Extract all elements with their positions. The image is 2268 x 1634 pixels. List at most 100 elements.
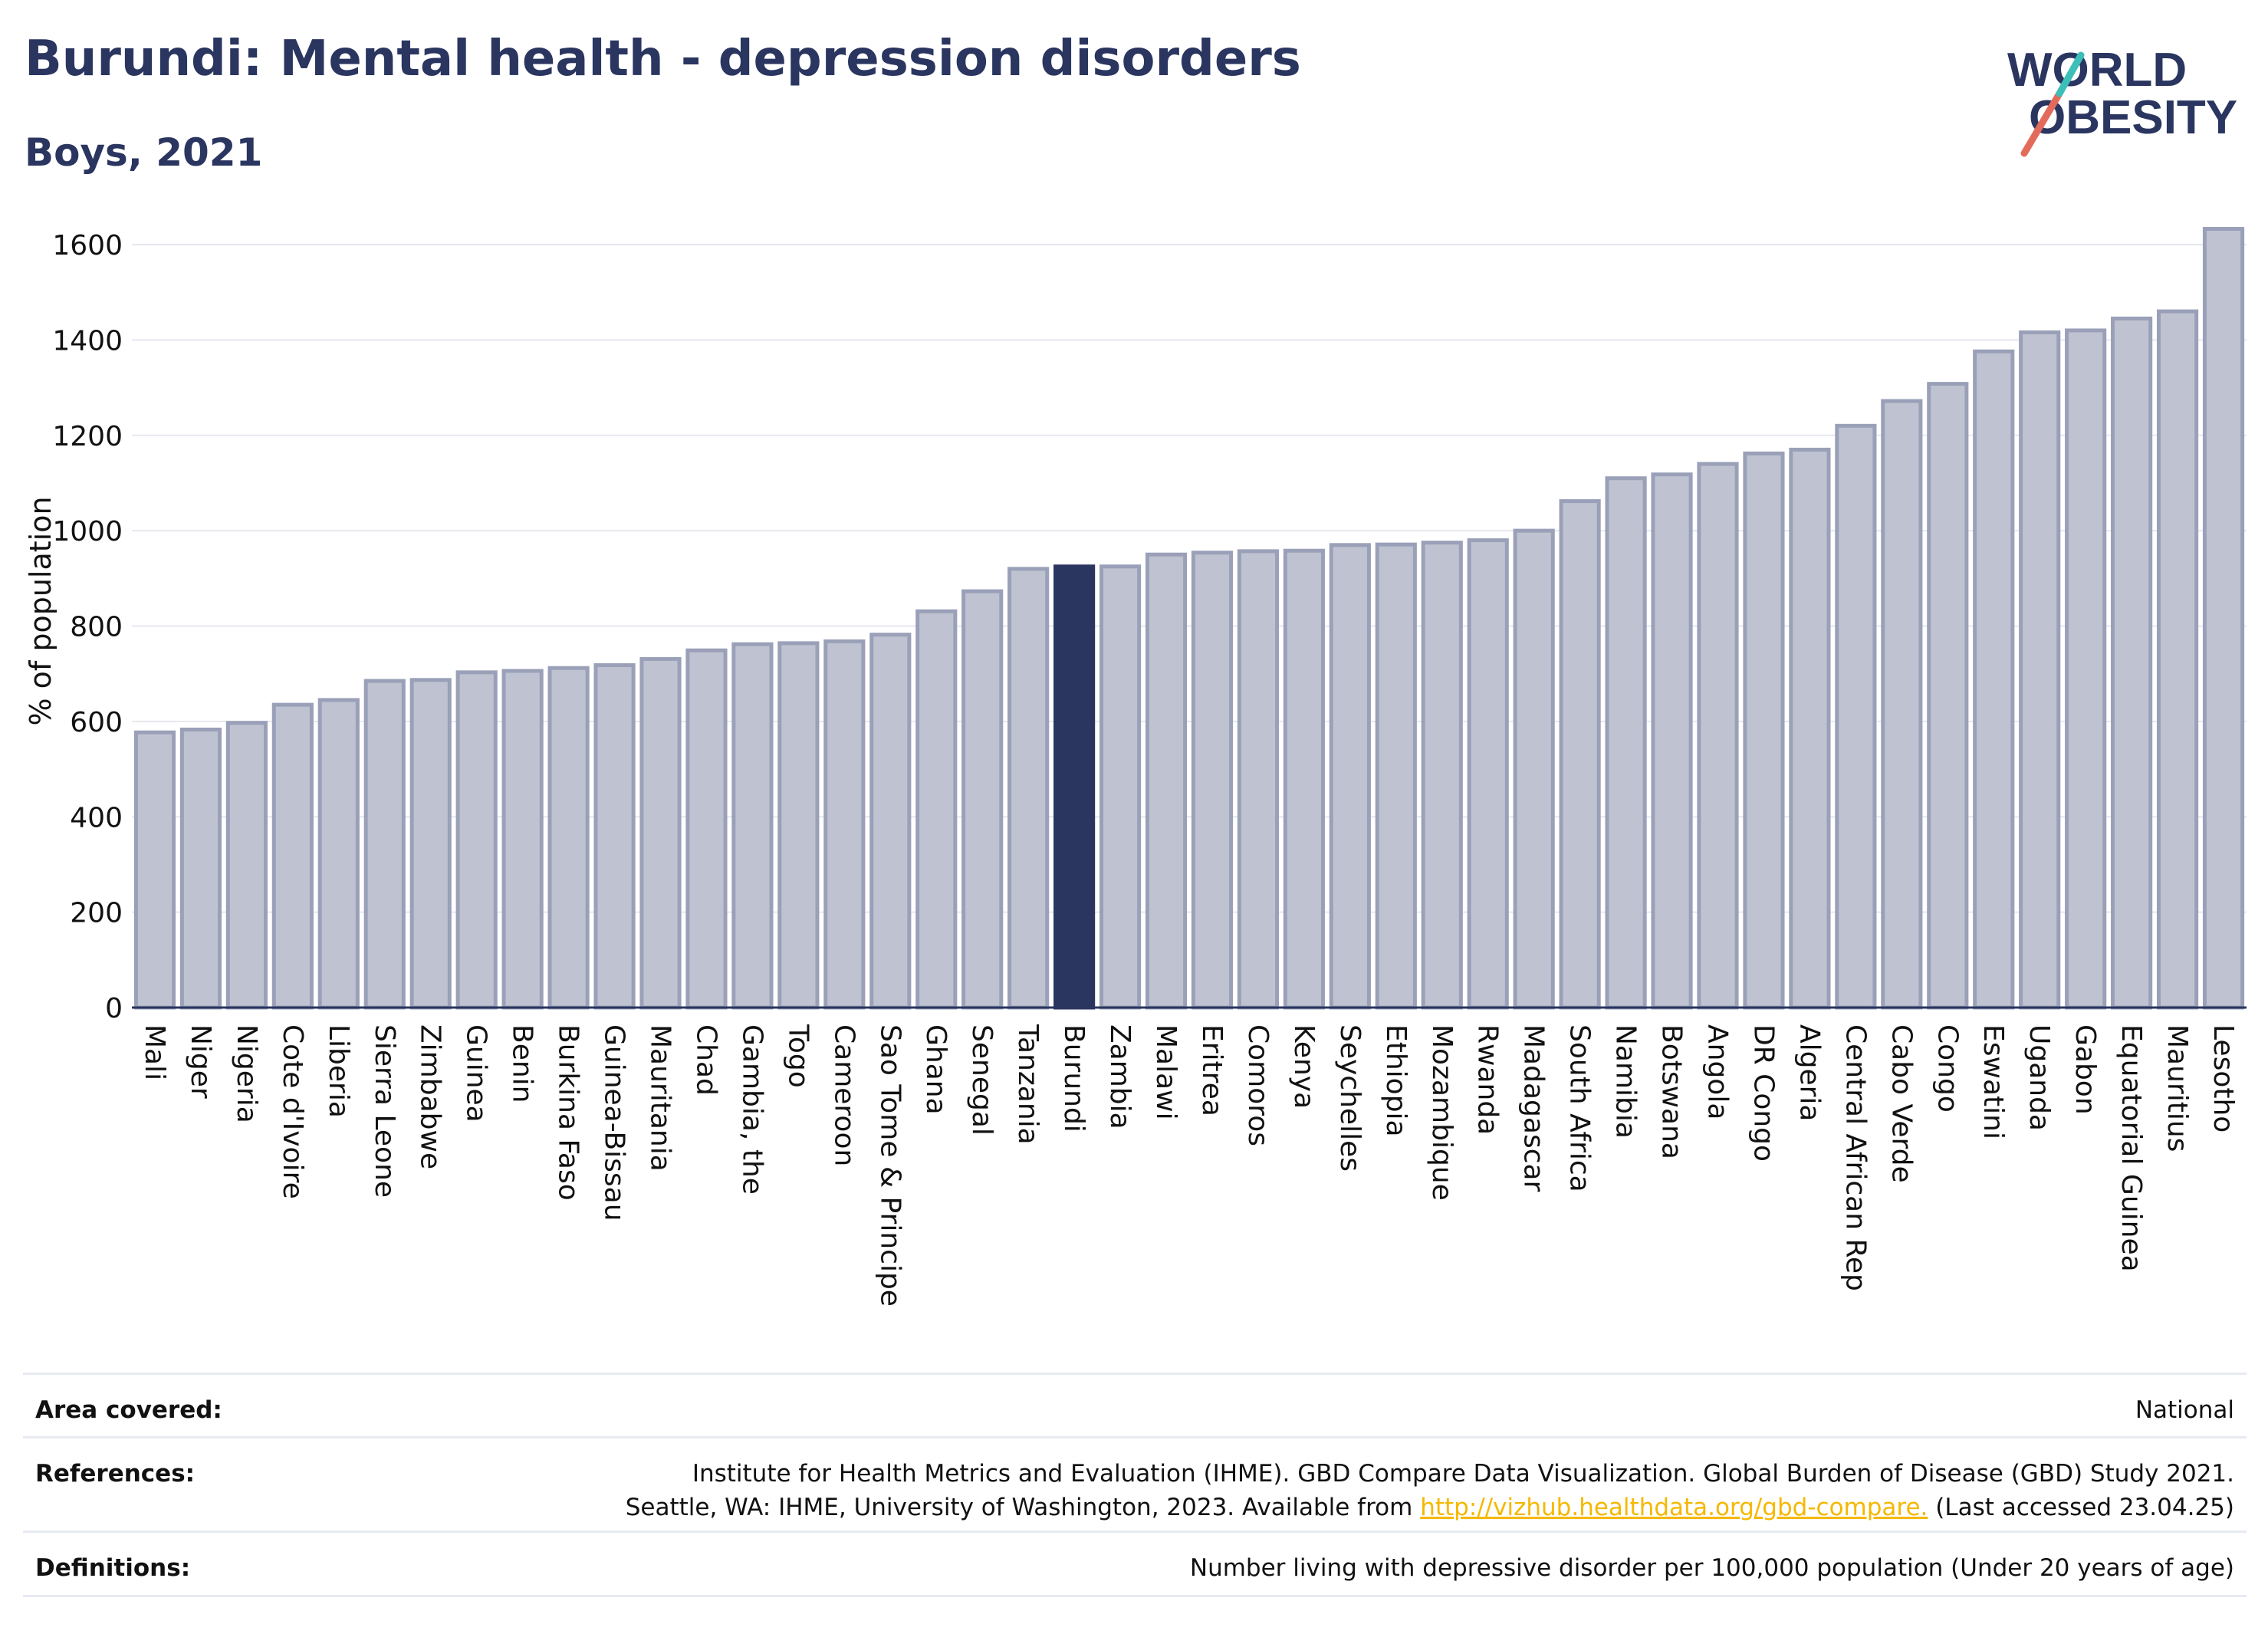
chart-title: Burundi: Mental health - depression diso… <box>25 31 1301 87</box>
x-tick-label: Ghana <box>920 1024 952 1115</box>
bar-ghana <box>915 609 958 1010</box>
world-obesity-logo: WORLD OBESITY <box>2007 44 2237 157</box>
references-value: Institute for Health Metrics and Evaluat… <box>626 1457 2234 1524</box>
x-tick-label: Central African Rep <box>1839 1024 1871 1291</box>
x-tick-label: Niger <box>185 1024 216 1099</box>
bar-dr-congo <box>1743 451 1785 1010</box>
bar-chad <box>685 648 728 1010</box>
bar-sierra-leone <box>363 679 406 1010</box>
bar-guinea <box>455 670 498 1010</box>
bar-malawi <box>1145 552 1188 1010</box>
x-tick-label: Comoros <box>1242 1024 1274 1146</box>
references-line-2-prefix: Seattle, WA: IHME, University of Washing… <box>625 1494 1421 1521</box>
bar-nigeria <box>225 721 268 1010</box>
x-tick-label: Tanzania <box>1012 1024 1044 1145</box>
x-tick-label: Chad <box>690 1024 721 1096</box>
bar-niger <box>179 727 222 1010</box>
x-tick-label: Mali <box>139 1024 170 1080</box>
x-tick-label: Ethiopia <box>1380 1024 1412 1137</box>
bar-south-africa <box>1559 499 1601 1010</box>
bar-guinea-bissau <box>593 662 636 1010</box>
y-tick-label: 1000 <box>52 516 123 547</box>
x-tick-label: Sierra Leone <box>369 1024 400 1198</box>
x-tick-label: Mauritania <box>645 1024 676 1172</box>
x-tick-label: Liberia <box>323 1024 354 1118</box>
bar-namibia <box>1605 476 1647 1010</box>
x-axis-labels: Mali Niger Nigeria Cote d'Ivoire Liberia Sier… <box>139 1024 2239 1307</box>
bar-angola <box>1697 462 1739 1010</box>
references-line-2-suffix: (Last accessed 23.04.25) <box>1928 1494 2234 1521</box>
definitions-label: Definitions: <box>35 1554 191 1582</box>
y-axis-ticks: 0 200 400 600 800 1000 1200 1400 1600 <box>52 230 123 1024</box>
x-tick-label: Namibia <box>1610 1024 1642 1139</box>
x-tick-label: Eritrea <box>1196 1024 1228 1116</box>
bar-cameroon <box>823 639 866 1010</box>
bar-togo <box>777 641 820 1010</box>
x-tick-label: Kenya <box>1288 1024 1320 1109</box>
info-row-area: Area covered: National <box>23 1373 2247 1436</box>
x-tick-label: Senegal <box>966 1024 998 1136</box>
x-tick-label: Gambia, the <box>736 1024 768 1195</box>
definitions-value: Number living with depressive disorder p… <box>1189 1554 2234 1582</box>
x-tick-label: Mauritius <box>2161 1024 2193 1152</box>
bar-mali <box>133 730 176 1010</box>
bar-rwanda <box>1467 538 1509 1010</box>
bar-mauritius <box>2156 309 2199 1010</box>
chart-subtitle: Boys, 2021 <box>25 130 263 175</box>
bars <box>133 226 2245 1010</box>
references-line-1: Institute for Health Metrics and Evaluat… <box>692 1460 2234 1488</box>
x-tick-label: Sao Tome & Principe <box>874 1024 906 1307</box>
y-axis-label: % of population <box>24 496 58 725</box>
bar-cabo-verde <box>1881 399 1923 1010</box>
logo-text-world: WORLD <box>2007 44 2187 97</box>
x-tick-label: Angola <box>1702 1024 1734 1119</box>
x-tick-label: Guinea-Bissau <box>599 1024 630 1221</box>
x-tick-label: Gabon <box>2069 1024 2101 1115</box>
y-tick-label: 800 <box>70 612 123 643</box>
info-row-references: References: Institute for Health Metrics… <box>23 1436 2247 1530</box>
bar-algeria <box>1789 447 1831 1010</box>
x-tick-label: Uganda <box>2023 1024 2055 1131</box>
x-tick-label: Madagascar <box>1518 1024 1550 1192</box>
logo-text-obesity: OBESITY <box>2029 91 2237 144</box>
bar-mozambique <box>1421 541 1463 1010</box>
logo-slash-red <box>2020 90 2063 157</box>
x-tick-label: Rwanda <box>1472 1024 1504 1135</box>
bar-chart: 0 200 400 600 800 1000 1200 1400 1600 Mali Niger N… <box>24 226 2247 1307</box>
bar-congo <box>1927 382 1969 1010</box>
references-link[interactable]: http://vizhub.healthdata.org/gbd-compare… <box>1420 1494 1928 1521</box>
bar-ethiopia <box>1375 542 1417 1010</box>
bar-sao-tome-principe <box>869 633 912 1010</box>
references-label: References: <box>35 1460 196 1488</box>
bar-gabon <box>2065 328 2107 1010</box>
x-tick-label: South Africa <box>1564 1024 1596 1192</box>
bar-tanzania <box>1007 567 1050 1010</box>
bar-comoros <box>1237 549 1280 1010</box>
y-tick-label: 400 <box>70 802 123 833</box>
bar-benin <box>501 669 544 1010</box>
x-tick-label: Equatorial Guinea <box>2115 1024 2147 1272</box>
bar-eswatini <box>1973 349 2015 1010</box>
x-tick-label: Guinea <box>461 1024 492 1123</box>
bar-liberia <box>317 698 360 1010</box>
x-tick-label: Burundi <box>1058 1024 1090 1133</box>
logo-slash-teal <box>2056 51 2085 97</box>
bar-madagascar <box>1513 528 1555 1010</box>
info-bottom-divider <box>23 1595 2247 1597</box>
x-tick-label: Botswana <box>1656 1024 1688 1159</box>
y-tick-label: 1600 <box>52 230 123 261</box>
bar-mauritania <box>639 656 682 1010</box>
x-tick-label: Seychelles <box>1334 1024 1366 1172</box>
bar-zambia <box>1099 564 1142 1010</box>
bar-eritrea <box>1191 551 1234 1010</box>
x-tick-label: Togo <box>782 1024 814 1088</box>
area-covered-label: Area covered: <box>35 1396 222 1424</box>
x-tick-label: Lesotho <box>2207 1024 2239 1133</box>
bar-central-african-rep <box>1835 423 1877 1010</box>
x-tick-label: Cabo Verde <box>1885 1024 1917 1183</box>
area-covered-value: National <box>2135 1396 2234 1424</box>
bar-zimbabwe <box>409 678 452 1010</box>
info-row-definitions: Definitions: Number living with depressi… <box>23 1530 2247 1594</box>
bar-seychelles <box>1329 543 1371 1010</box>
x-tick-label: Cote d'Ivoire <box>277 1024 308 1199</box>
